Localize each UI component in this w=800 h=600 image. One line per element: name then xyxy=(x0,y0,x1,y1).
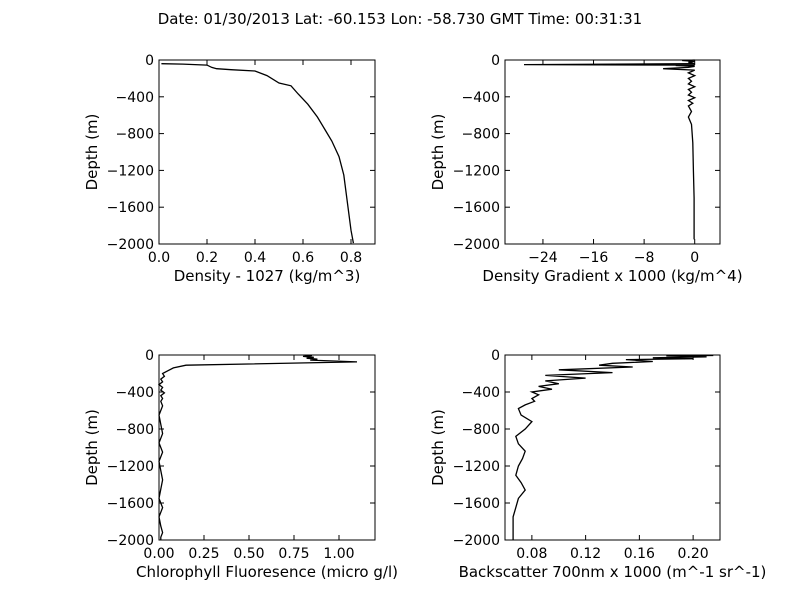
backscatter-y-axis-label: Depth (m) xyxy=(429,409,447,486)
density-x-axis-label: Density - 1027 (kg/m^3) xyxy=(174,267,361,285)
density-x-tick-label: 0.2 xyxy=(196,250,218,266)
backscatter-series-line xyxy=(512,354,714,540)
chlorophyll-x-tick-label: 0.25 xyxy=(188,546,219,562)
density-x-tick-label: 0.6 xyxy=(292,250,314,266)
chlorophyll-x-axis-label: Chlorophyll Fluoresence (micro g/l) xyxy=(136,563,398,581)
chlorophyll-y-tick-label: −1600 xyxy=(107,496,154,512)
density-gradient-y-tick-label: 0 xyxy=(491,53,500,69)
density-gradient-y-tick-label: −2000 xyxy=(453,237,500,253)
density-x-tick-label: 0.4 xyxy=(244,250,266,266)
chlorophyll-y-tick-label: −1200 xyxy=(107,459,154,475)
chlorophyll-panel: 0.00 0.25 0.50 0.75 1.00 0 −400 −800 −1200 −1600 −… xyxy=(83,348,398,581)
density-y-tick-label: −1600 xyxy=(107,200,154,216)
density-gradient-x-tick-label: −24 xyxy=(528,250,558,266)
density-y-tick-label: 0 xyxy=(145,53,154,69)
density-gradient-y-tick-label: −400 xyxy=(462,90,500,106)
density-y-tick-label: −2000 xyxy=(107,237,154,253)
density-gradient-series-line xyxy=(523,59,697,240)
backscatter-y-tick-label: −800 xyxy=(462,422,500,438)
density-gradient-x-axis-label: Density Gradient x 1000 (kg/m^4) xyxy=(482,267,742,285)
chlorophyll-x-tick-label: 0.50 xyxy=(233,546,264,562)
backscatter-y-tick-label: 0 xyxy=(491,348,500,364)
density-gradient-x-tick-label: −8 xyxy=(634,250,655,266)
backscatter-y-tick-label: −2000 xyxy=(453,533,500,549)
chlorophyll-x-tick-label: 0.00 xyxy=(143,546,174,562)
backscatter-y-tick-label: −1200 xyxy=(453,459,500,475)
density-axes-frame xyxy=(158,59,376,245)
density-series-line xyxy=(161,63,355,244)
backscatter-panel: 0.08 0.12 0.16 0.20 0 −400 −800 −1200 −1600 −2000… xyxy=(429,348,766,581)
backscatter-y-tick-label: −400 xyxy=(462,385,500,401)
chlorophyll-y-tick-label: 0 xyxy=(145,348,154,364)
density-x-tick-label: 0.0 xyxy=(148,250,170,266)
chlorophyll-axes-frame xyxy=(158,354,376,541)
chlorophyll-y-tick-label: −400 xyxy=(116,385,154,401)
density-gradient-x-tick-label: 0 xyxy=(690,250,699,266)
density-gradient-y-tick-label: −800 xyxy=(462,127,500,143)
density-x-tick-label: 0.8 xyxy=(340,250,362,266)
density-y-axis-label: Depth (m) xyxy=(83,114,101,191)
backscatter-axes-frame xyxy=(504,354,721,541)
density-y-tick-label: −400 xyxy=(116,90,154,106)
density-gradient-x-tick-label: −16 xyxy=(579,250,609,266)
backscatter-x-tick-label: 0.12 xyxy=(570,546,601,562)
chlorophyll-y-tick-label: −2000 xyxy=(107,533,154,549)
backscatter-y-tick-label: −1600 xyxy=(453,496,500,512)
chlorophyll-y-axis-label: Depth (m) xyxy=(83,409,101,486)
backscatter-x-tick-label: 0.16 xyxy=(624,546,655,562)
density-gradient-axes-frame xyxy=(504,59,721,245)
density-panel: 0.0 0.2 0.4 0.6 0.8 0 −400 −800 −1200 −1600 −2000 D… xyxy=(83,53,376,285)
density-gradient-y-tick-label: −1600 xyxy=(453,200,500,216)
chlorophyll-x-tick-label: 1.00 xyxy=(323,546,354,562)
backscatter-x-tick-label: 0.08 xyxy=(516,546,547,562)
density-y-tick-label: −1200 xyxy=(107,163,154,179)
density-y-tick-label: −800 xyxy=(116,127,154,143)
figure-title: Date: 01/30/2013 Lat: -60.153 Lon: -58.7… xyxy=(158,10,642,28)
chlorophyll-y-tick-label: −800 xyxy=(116,422,154,438)
density-gradient-y-tick-label: −1200 xyxy=(453,163,500,179)
density-gradient-panel: −24 −16 −8 00−400−800−1200−1600−2000Density… xyxy=(429,53,743,285)
backscatter-x-tick-label: 0.20 xyxy=(678,546,709,562)
density-gradient-y-axis-label: Depth (m) xyxy=(429,114,447,191)
chlorophyll-x-tick-label: 0.75 xyxy=(278,546,309,562)
backscatter-x-axis-label: Backscatter 700nm x 1000 (m^-1 sr^-1) xyxy=(459,563,767,581)
